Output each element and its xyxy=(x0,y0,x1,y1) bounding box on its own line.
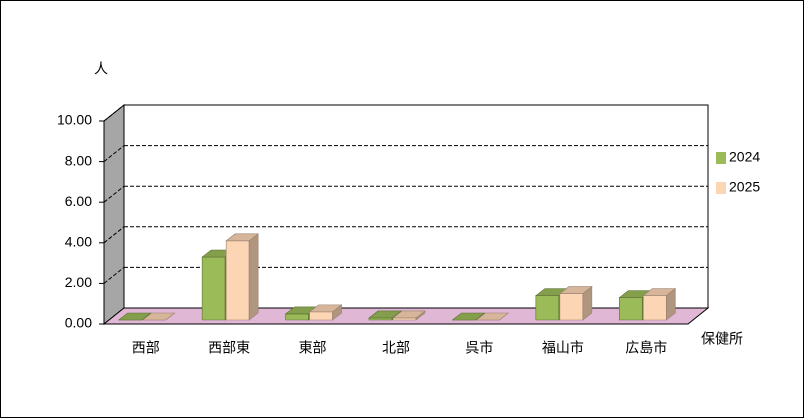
bar xyxy=(451,312,486,321)
grid-line-side xyxy=(103,185,125,203)
bar xyxy=(225,233,260,321)
bar xyxy=(558,285,593,321)
bar xyxy=(392,310,426,321)
grid-line-side xyxy=(103,267,125,284)
x-tick-label: 西部東 xyxy=(208,340,250,356)
x-tick-label: 福山市 xyxy=(542,340,584,356)
bar xyxy=(117,312,152,321)
x-tick-label: 東部 xyxy=(299,340,327,356)
grid-line-side xyxy=(103,145,125,162)
y-tick-label: 2.00 xyxy=(65,274,92,290)
y-tick-label: 0.00 xyxy=(65,315,92,331)
grid-line-side xyxy=(103,226,125,244)
x-tick-label: 広島市 xyxy=(625,340,667,356)
legend-label: 2024 xyxy=(729,149,760,165)
x-tick-label: 西部 xyxy=(132,340,160,356)
y-tick-label: 10.00 xyxy=(57,112,92,128)
side-wall xyxy=(103,103,125,326)
x-tick-label: 北部 xyxy=(382,340,410,356)
y-tick-label: 6.00 xyxy=(65,193,92,209)
y-tick-label: 4.00 xyxy=(65,234,92,250)
bar xyxy=(141,312,176,321)
bar xyxy=(308,304,343,321)
y-axis-label: 人 xyxy=(94,61,108,77)
legend-label: 2025 xyxy=(729,179,760,195)
bar xyxy=(475,312,510,321)
bar xyxy=(642,288,677,321)
x-axis-label: 保健所 xyxy=(701,331,743,347)
legend-swatch xyxy=(716,182,726,194)
legend-swatch xyxy=(716,152,726,164)
y-tick-label: 8.00 xyxy=(65,152,92,168)
grid-line-side xyxy=(103,104,125,122)
x-tick-label: 呉市 xyxy=(465,340,493,356)
